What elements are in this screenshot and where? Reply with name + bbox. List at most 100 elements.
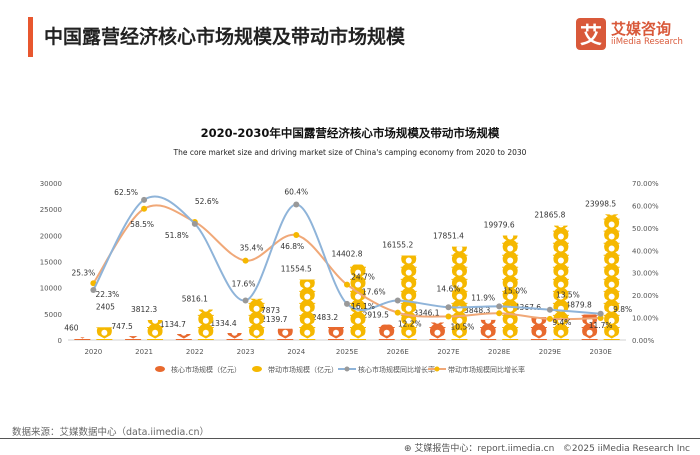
pin-dot <box>333 329 339 336</box>
logo-cn: 艾媒咨询 <box>611 20 672 39</box>
pin-dot <box>507 317 514 324</box>
pin-dot <box>282 329 289 336</box>
pin-dot <box>608 281 615 288</box>
data-source: 数据来源：艾媒数据中心（data.iimedia.cn） <box>12 427 210 438</box>
pin-dot <box>254 298 259 300</box>
pin-dot <box>507 269 514 276</box>
core-bar <box>125 336 142 340</box>
y-left-tick: 15000 <box>40 259 62 267</box>
core-rate-label: 51.8% <box>165 231 189 240</box>
pin-dot <box>609 214 614 216</box>
driving-value-label: 7873 <box>261 306 280 315</box>
core-value-label: 3848.3 <box>464 306 490 315</box>
pin-dot <box>202 317 209 324</box>
pin-dot <box>253 329 260 336</box>
pin-icon <box>125 336 142 340</box>
core-bar <box>226 333 243 340</box>
pin-dot <box>202 309 209 312</box>
driving-rate-point <box>597 315 604 322</box>
core-rate-point <box>191 220 198 227</box>
driving-bar <box>350 264 366 340</box>
driving-rate-line <box>92 204 601 321</box>
core-value-label: 4879.8 <box>566 300 592 309</box>
pin-dot <box>456 257 463 264</box>
driving-rate-point <box>546 315 553 322</box>
core-bar <box>378 324 395 340</box>
pin-dot <box>101 329 108 336</box>
driving-bar <box>299 279 316 340</box>
pin-dot <box>485 319 492 324</box>
driving-rate-label: 11.9% <box>471 293 495 302</box>
pin-dot <box>507 245 514 252</box>
pin-dot <box>507 293 514 300</box>
pin-dot <box>557 281 564 288</box>
report-link[interactable]: 艾媒报告中心：report.iimedia.cn <box>414 444 555 454</box>
pin-dot <box>456 329 463 336</box>
pin-dot <box>456 293 463 300</box>
pin-dot <box>355 317 361 324</box>
pin-dot <box>405 293 412 300</box>
pin-dot <box>507 329 514 336</box>
legend-pin-icon <box>155 366 165 372</box>
x-tick-label: 2020 <box>84 348 102 356</box>
pin-dot <box>608 305 615 312</box>
driving-rate-point <box>344 281 350 288</box>
driving-rate-point <box>394 309 401 316</box>
pin-dot <box>152 329 159 336</box>
driving-bar <box>552 225 569 340</box>
core-rate-label: 14.6% <box>437 284 461 293</box>
y-right-tick: 40.00% <box>632 247 659 255</box>
driving-value-label: 23998.5 <box>585 199 616 208</box>
core-bar <box>277 328 294 340</box>
legend-point-icon <box>434 366 440 372</box>
logo-mark: 艾 <box>576 18 606 50</box>
driving-bar <box>96 327 113 340</box>
pin-dot <box>152 320 159 324</box>
pin-icon <box>603 214 620 220</box>
pin-icon <box>197 309 214 316</box>
pin-dot <box>383 329 390 336</box>
pin-dot <box>608 257 615 264</box>
pin-dot <box>355 269 361 276</box>
pin-dot <box>355 293 361 300</box>
driving-value-label: 14402.8 <box>331 250 362 259</box>
chart-title: 2020-2030年中国露营经济核心市场规模及带动市场规模 <box>201 126 500 140</box>
pin-dot <box>608 329 615 336</box>
core-rate-point <box>90 286 97 293</box>
pin-icon <box>147 320 164 328</box>
pin-dot <box>557 233 564 240</box>
pin-icon <box>378 324 395 328</box>
driving-bar <box>197 309 214 340</box>
core-rate-label: 13.5% <box>556 291 580 300</box>
pin-dot <box>456 269 463 276</box>
logo-en: iiMedia Research <box>611 36 683 47</box>
core-rate-label: 22.3% <box>95 290 119 299</box>
legend-label: 带动市场规模同比增长率 <box>448 365 525 374</box>
x-tick-label: 2023 <box>237 348 255 356</box>
legend-label: 核心市场规模同比增长率 <box>358 365 435 374</box>
x-tick-label: 2030E <box>590 348 612 356</box>
y-right-tick: 0.00% <box>632 337 655 345</box>
pin-icon <box>429 322 446 328</box>
pin-dot <box>608 245 615 252</box>
core-rate-label: 16.1% <box>351 302 375 311</box>
driving-bar <box>248 298 265 340</box>
pin-icon <box>552 225 569 232</box>
legend-point-icon <box>344 366 350 372</box>
pin-dot <box>355 281 361 288</box>
y-right-tick: 10.00% <box>632 315 659 323</box>
pin-dot <box>304 317 311 324</box>
driving-bar <box>400 255 417 340</box>
core-value-label: 2919.5 <box>363 311 389 320</box>
pin-dot <box>405 257 412 264</box>
pin-icon <box>96 327 113 328</box>
x-tick-label: 2022 <box>186 348 204 356</box>
core-rate-point <box>344 300 350 307</box>
pin-icon <box>74 337 91 340</box>
pin-dot <box>557 257 564 264</box>
globe-icon: ⊕ <box>403 444 412 454</box>
driving-rate-label: 25.3% <box>71 268 95 277</box>
core-rate-point <box>141 196 148 203</box>
pin-icon <box>581 314 598 316</box>
y-left-tick: 0 <box>58 337 62 345</box>
